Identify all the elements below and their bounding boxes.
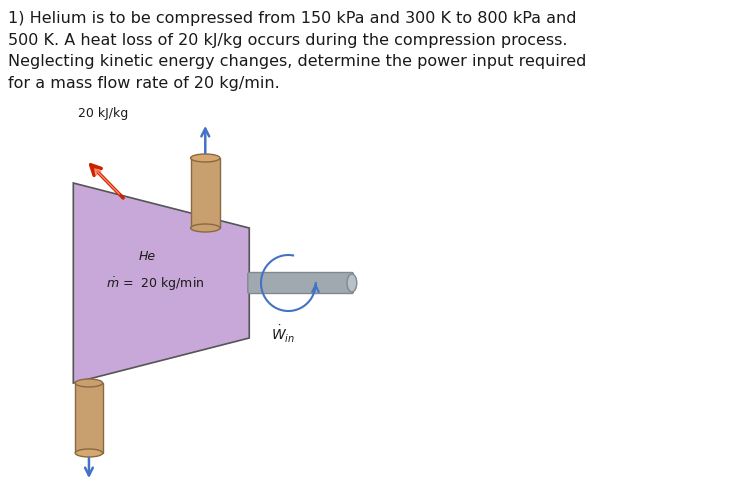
Text: $\dot{m}$ =  20 kg/min: $\dot{m}$ = 20 kg/min	[106, 275, 204, 292]
Ellipse shape	[191, 155, 220, 163]
Polygon shape	[73, 183, 249, 383]
Text: He: He	[139, 250, 156, 263]
Polygon shape	[191, 159, 220, 228]
Polygon shape	[75, 383, 103, 453]
Text: $\dot{W}_{in}$: $\dot{W}_{in}$	[271, 323, 295, 344]
Ellipse shape	[191, 224, 220, 232]
Ellipse shape	[347, 274, 357, 292]
Ellipse shape	[75, 449, 103, 457]
Text: 20 kJ/kg: 20 kJ/kg	[78, 107, 128, 120]
FancyBboxPatch shape	[248, 273, 353, 294]
Text: 1) Helium is to be compressed from 150 kPa and 300 K to 800 kPa and
500 K. A hea: 1) Helium is to be compressed from 150 k…	[8, 11, 586, 91]
Ellipse shape	[75, 379, 103, 387]
